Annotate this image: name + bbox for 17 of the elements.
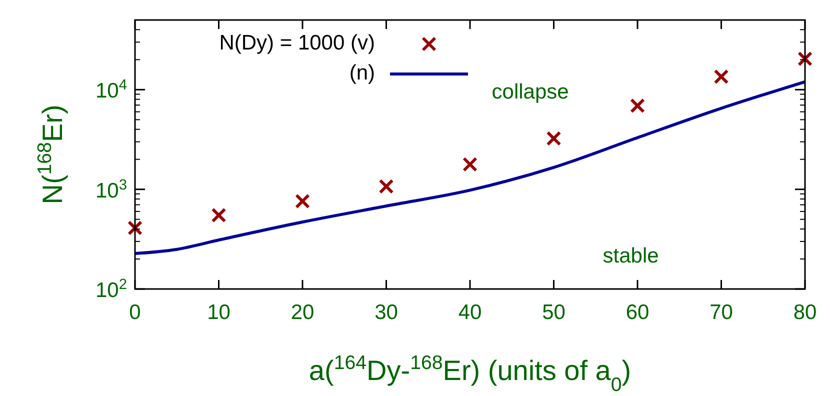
x-tick-label: 10 (207, 301, 230, 324)
y-tick-label: 10$^{2}$ (95, 277, 127, 302)
x-tick-label: 40 (458, 301, 482, 324)
x-tick-label: 70 (710, 301, 733, 324)
x-tick-label: 20 (290, 301, 314, 324)
x-axis-title: a($^{164}$Dy-$^{168}$Er) (units of a$_{0}$) (308, 352, 632, 396)
x-tick-label: 0 (129, 301, 141, 324)
x-tick-label: 80 (793, 301, 817, 324)
annotation: collapse (492, 80, 569, 104)
legend-label: (n) (349, 62, 375, 85)
y-tick-label: 10$^{3}$ (95, 177, 127, 202)
x-tick-label: 60 (626, 301, 650, 324)
annotation: stable (602, 244, 659, 268)
legend-label: N(Dy) = 1000 (v) (219, 32, 375, 55)
x-tick-label: 50 (542, 301, 566, 324)
x-tick-label: 30 (374, 301, 398, 324)
y-tick-label: 10$^{4}$ (95, 78, 127, 103)
